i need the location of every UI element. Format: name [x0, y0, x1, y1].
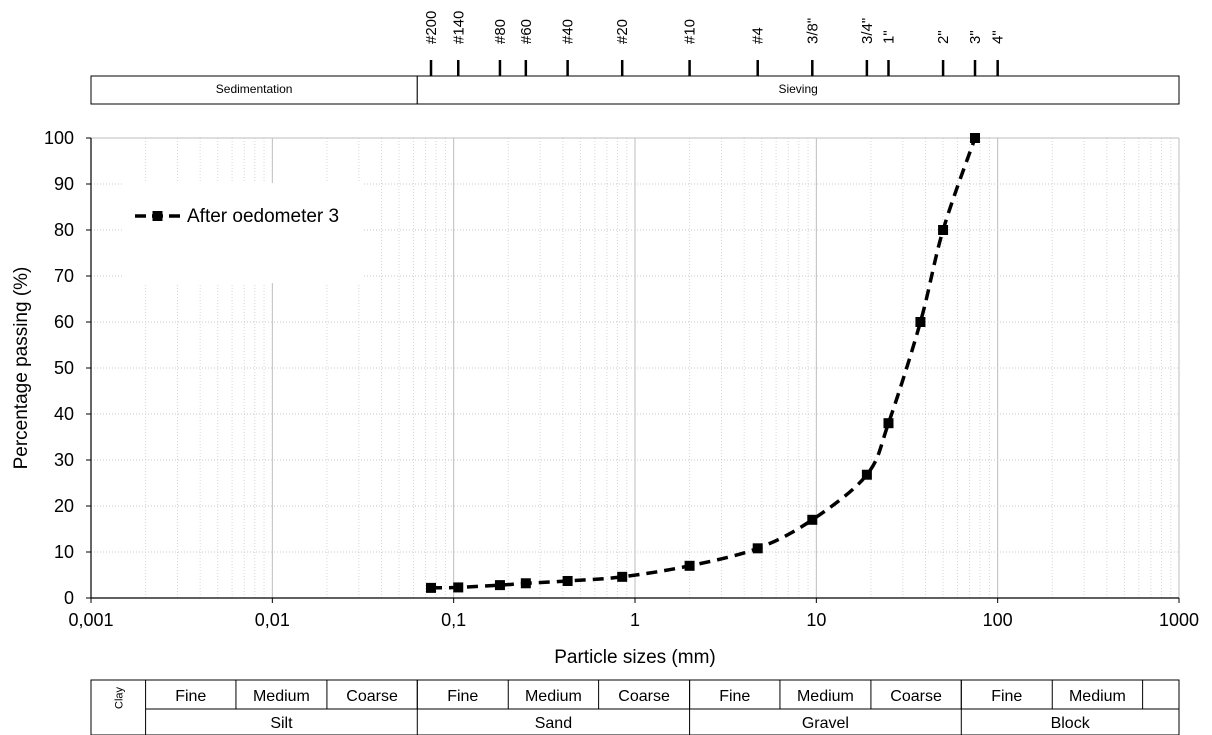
- method-band-label: Sieving: [778, 82, 817, 96]
- soil-group-label: Block: [1051, 715, 1091, 732]
- sieve-label: #4: [750, 27, 767, 44]
- legend-background: [122, 183, 362, 283]
- soil-subclass-label: Coarse: [890, 688, 942, 705]
- sieve-label: #140: [450, 11, 467, 44]
- series-line: [430, 137, 977, 590]
- axes: 0 10 20 30 40 50 60 70 80 90 100 0,001 0,01 0,1 1 10 100…: [11, 128, 1199, 668]
- y-tick-label: 70: [54, 266, 74, 286]
- y-tick-label: 90: [54, 174, 74, 194]
- data-point: [915, 317, 926, 327]
- y-tick-label: 50: [54, 358, 74, 378]
- soil-subclass-label: Fine: [447, 688, 478, 705]
- sieve-label: #40: [560, 19, 577, 44]
- data-point: [494, 580, 505, 591]
- clay-label: Clay: [113, 687, 125, 710]
- data-point: [562, 575, 573, 586]
- y-tick-label: 80: [54, 220, 74, 240]
- soil-subclass-label: Fine: [175, 688, 206, 705]
- sieve-label: 3": [967, 30, 984, 44]
- legend: After oedometer 3: [122, 183, 362, 283]
- y-tick-label: 40: [54, 404, 74, 424]
- legend-marker: [152, 211, 163, 221]
- data-point: [520, 578, 531, 589]
- y-tick-label: 100: [44, 128, 74, 148]
- data-point: [861, 469, 872, 480]
- soil-group-label: Gravel: [802, 715, 849, 732]
- data-point: [752, 543, 763, 554]
- soil-subclass-label: Fine: [991, 688, 1022, 705]
- data-point: [938, 225, 949, 235]
- soil-subclass-label: Medium: [253, 688, 310, 705]
- series-layer: [426, 133, 981, 593]
- data-point: [883, 418, 894, 429]
- soil-classification-table: Clay Silt Fine Medium Coarse Sand Fine Medium Co…: [90, 679, 1180, 735]
- sieve-label: #200: [423, 11, 440, 44]
- sieve-label: 3/8": [804, 18, 821, 44]
- y-tick-label: 10: [54, 542, 74, 562]
- legend-label: After oedometer 3: [187, 206, 339, 227]
- soil-subclass-label: Coarse: [618, 688, 670, 705]
- data-point: [684, 560, 695, 571]
- soil-subclass-label: Fine: [719, 688, 750, 705]
- method-band-label: Sedimentation: [216, 82, 293, 96]
- data-point: [426, 582, 437, 593]
- soil-group-label: Sand: [535, 715, 572, 732]
- soil-group-label: Silt: [270, 715, 293, 732]
- x-tick-label: 0,01: [255, 610, 290, 630]
- x-tick-label: 0,1: [441, 610, 466, 630]
- sieve-label: #60: [518, 19, 535, 44]
- sieve-label: 4": [990, 30, 1007, 44]
- x-axis-title: Particle sizes (mm): [554, 647, 716, 668]
- x-tick-label: 1000: [1159, 610, 1199, 630]
- x-tick-label: 100: [983, 610, 1013, 630]
- x-tick-label: 10: [806, 610, 826, 630]
- x-tick-label: 1: [630, 610, 640, 630]
- soil-subclass-label: Medium: [1069, 688, 1126, 705]
- soil-subclass-label: Medium: [797, 688, 854, 705]
- sieve-label: 2": [935, 30, 952, 44]
- data-point: [970, 133, 981, 143]
- method-band: [416, 75, 1180, 105]
- data-point: [807, 514, 818, 525]
- data-point: [453, 582, 464, 593]
- y-axis-title: Percentage passing (%): [11, 267, 32, 470]
- soil-subclass-label: Medium: [525, 688, 582, 705]
- sieve-label: #20: [614, 19, 631, 44]
- y-tick-label: 60: [54, 312, 74, 332]
- y-tick-label: 0: [64, 588, 74, 608]
- sieve-label: #80: [492, 19, 509, 44]
- sieve-label: #10: [682, 19, 699, 44]
- sieve-label: 1": [880, 30, 897, 44]
- sieve-scale: Sedimentation Sieving #200 #140 #80 #60 #40 #20…: [90, 11, 1180, 105]
- y-tick-label: 20: [54, 496, 74, 516]
- x-tick-label: 0,001: [68, 610, 113, 630]
- y-tick-label: 30: [54, 450, 74, 470]
- grid: [91, 138, 1179, 598]
- classification-frame: [90, 679, 1180, 735]
- soil-subclass-label: Coarse: [346, 688, 398, 705]
- data-point: [617, 571, 628, 582]
- sieve-label: 3/4": [859, 18, 876, 44]
